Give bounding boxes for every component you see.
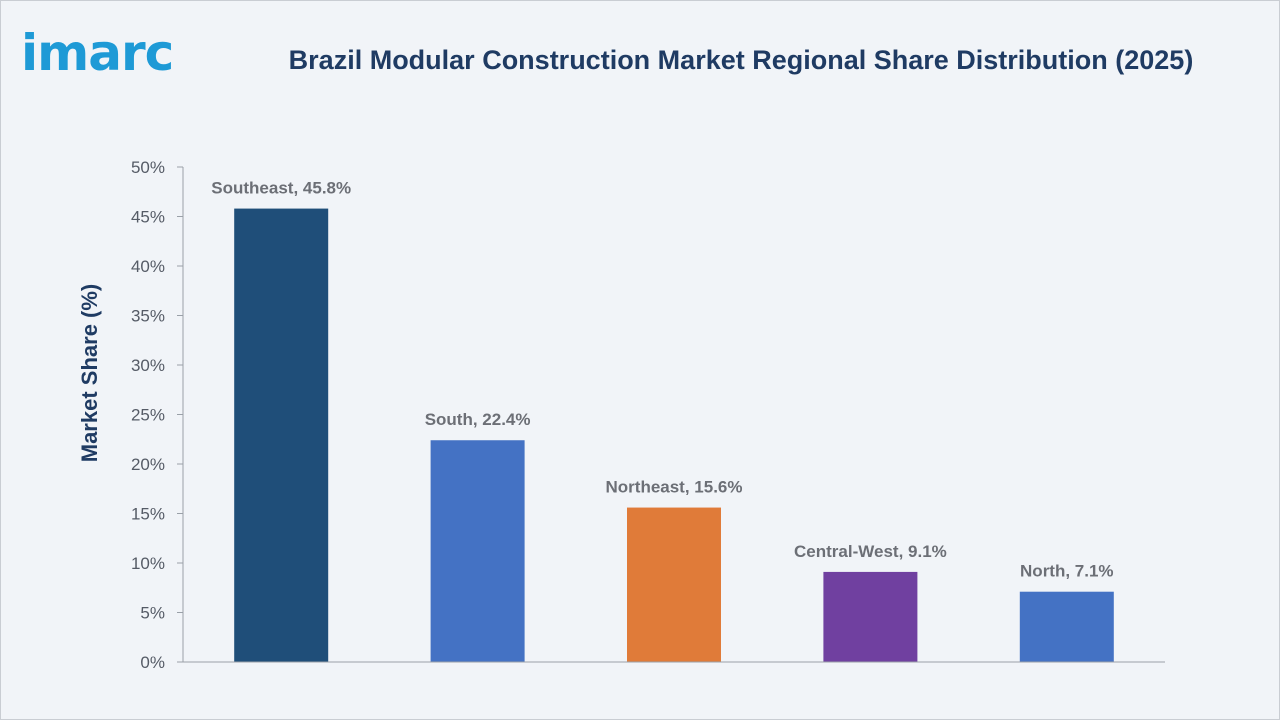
data-label: Central-West, 9.1% (794, 542, 947, 561)
data-labels-group: Southeast, 45.8% South, 22.4% Northeast, 1… (211, 179, 1113, 581)
y-axis-title: Market Share (%) (77, 284, 102, 463)
bars-group (234, 208, 1114, 662)
data-label: South, 22.4% (425, 410, 531, 429)
data-label: North, 7.1% (1020, 562, 1114, 581)
y-tick-label: 40% (131, 257, 165, 276)
logo-text: imarc (21, 24, 174, 82)
bar-north (1019, 591, 1114, 662)
y-tick-label: 0% (140, 653, 165, 672)
y-tick-label: 15% (131, 505, 165, 524)
bar-northeast (627, 507, 721, 662)
data-label: Northeast, 15.6% (606, 478, 743, 497)
y-tick-label: 35% (131, 307, 165, 326)
y-tick-label: 25% (131, 406, 165, 425)
y-tick-label: 20% (131, 455, 165, 474)
y-tick-label: 5% (140, 604, 165, 623)
y-tick-label: 50% (131, 158, 165, 177)
bar-southeast (234, 208, 329, 662)
y-axis-ticks: 0% 5% 10% 15% 20% 25% 30% 35% 40% 45% 50% (131, 158, 183, 672)
bar-central-west (823, 571, 918, 662)
data-label: Southeast, 45.8% (211, 179, 351, 198)
bar-south (430, 440, 525, 662)
imarc-logo: imarc (21, 15, 211, 81)
y-tick-label: 10% (131, 554, 165, 573)
y-tick-label: 30% (131, 356, 165, 375)
y-tick-label: 45% (131, 208, 165, 227)
chart-title: Brazil Modular Construction Market Regio… (288, 45, 1194, 75)
